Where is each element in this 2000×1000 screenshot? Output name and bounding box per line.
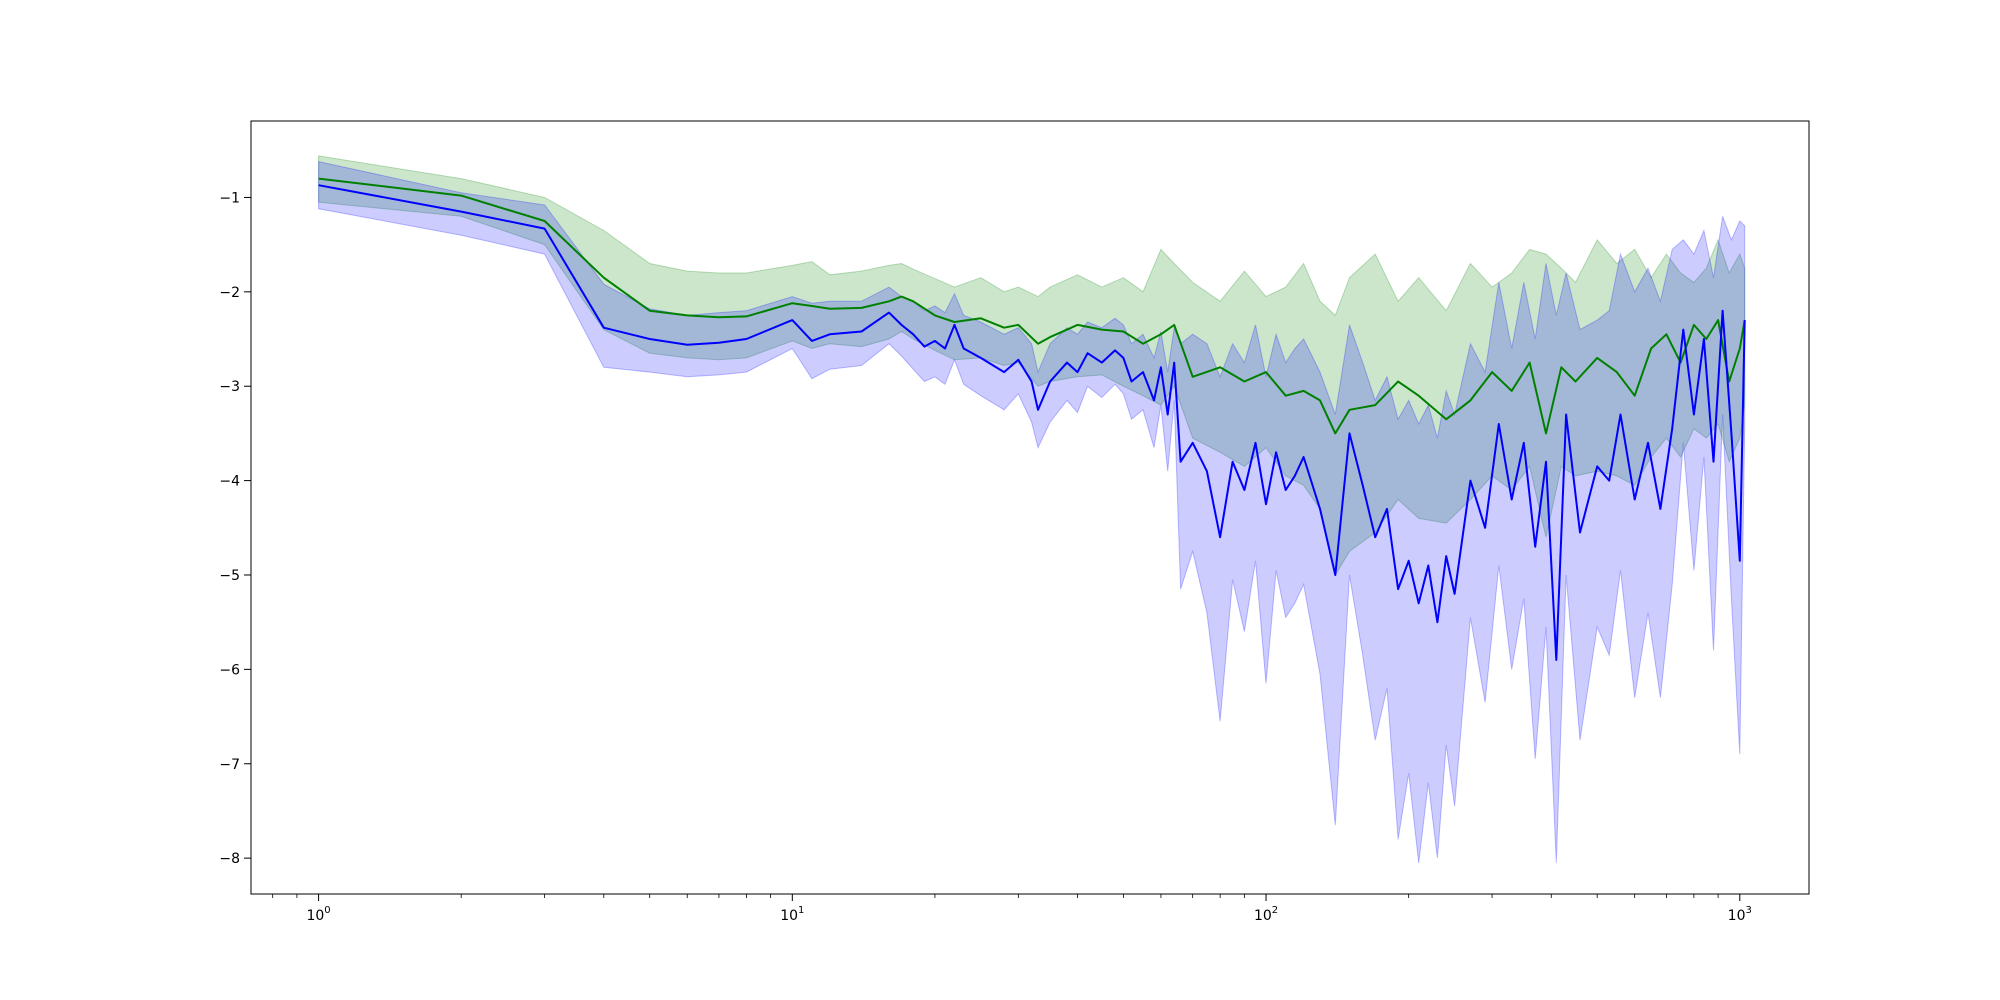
y-tick-label: −3 bbox=[219, 379, 240, 395]
y-axis: −1 −2 −3 −4 −5 −6 −7 −8 bbox=[219, 190, 251, 867]
y-tick-label: −1 bbox=[219, 190, 240, 206]
series-2-line bbox=[318, 184, 1746, 661]
series-2-band bbox=[318, 160, 1746, 863]
confidence-bands bbox=[318, 155, 1746, 863]
y-tick-label: −8 bbox=[219, 851, 240, 867]
y-tick-label: −5 bbox=[219, 568, 240, 584]
y-tick-label: −7 bbox=[219, 757, 240, 773]
plot-frame bbox=[250, 120, 1810, 895]
series-lines bbox=[318, 177, 1746, 661]
y-tick-label: −2 bbox=[219, 285, 240, 301]
series-1-line bbox=[318, 177, 1746, 435]
y-tick-label: −4 bbox=[219, 474, 240, 490]
series-1-band bbox=[318, 155, 1746, 577]
y-tick-label: −6 bbox=[219, 662, 240, 678]
